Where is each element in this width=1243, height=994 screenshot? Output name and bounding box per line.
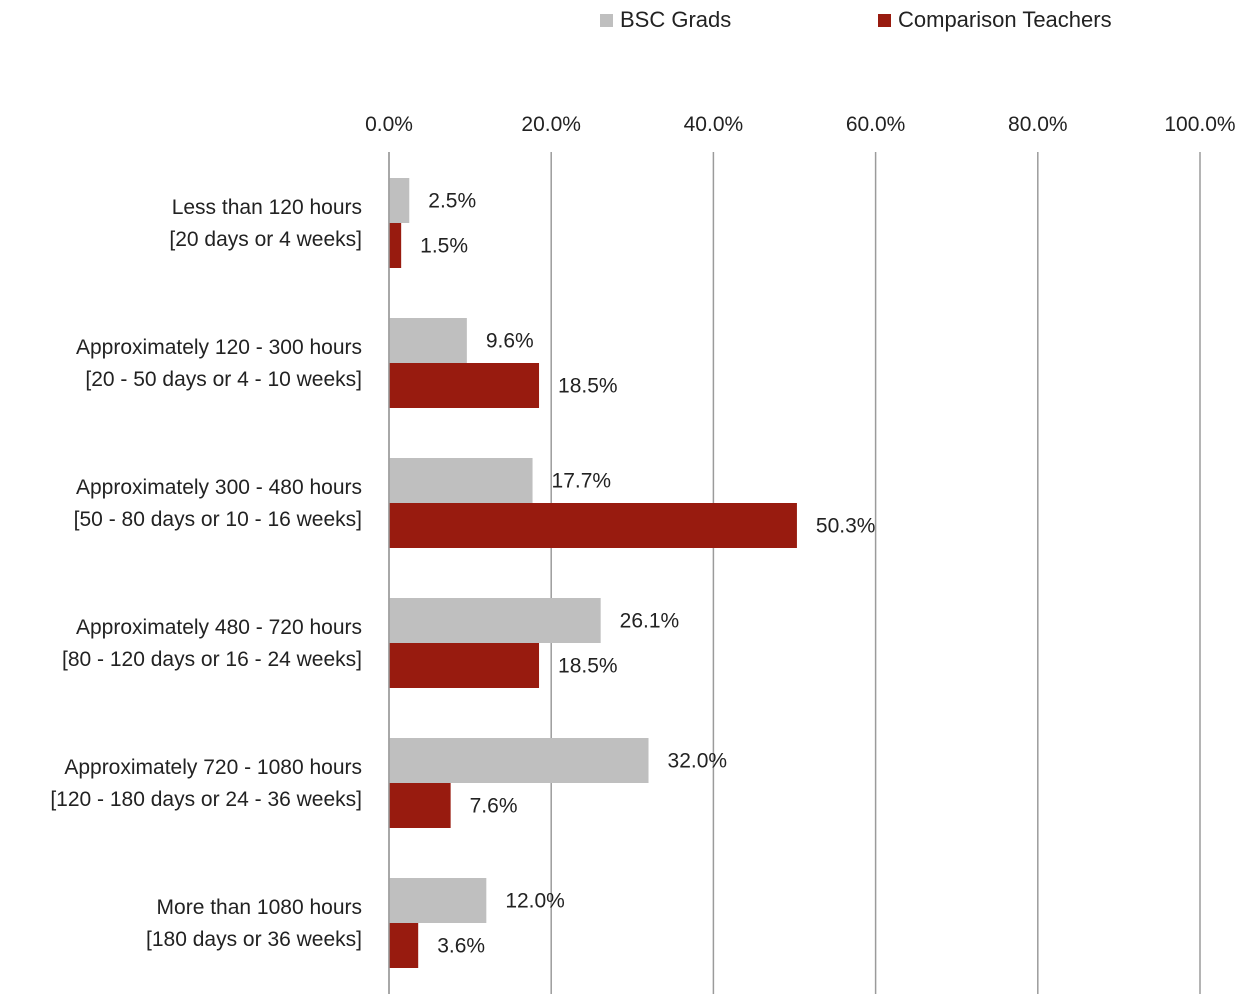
bar-comparison-teachers <box>389 923 419 968</box>
bar-bsc-grads <box>389 178 410 223</box>
x-tick-label: 100.0% <box>1164 113 1235 136</box>
data-label: 12.0% <box>505 890 565 913</box>
data-label: 50.3% <box>816 515 876 538</box>
legend-item-bsc-grads: BSC Grads <box>600 6 731 34</box>
bar-bsc-grads <box>389 318 467 363</box>
category-label: [20 days or 4 weeks] <box>169 228 362 251</box>
category-label: [120 - 180 days or 24 - 36 weeks] <box>50 788 362 811</box>
data-label: 18.5% <box>558 655 618 678</box>
legend-swatch-bsc <box>600 13 613 27</box>
category-label: Approximately 300 - 480 hours <box>76 476 362 499</box>
legend-label-bsc: BSC Grads <box>620 7 732 32</box>
category-label: More than 1080 hours <box>157 896 362 919</box>
data-label: 17.7% <box>552 470 612 493</box>
category-label: Less than 120 hours <box>172 196 362 219</box>
x-tick-label: 80.0% <box>1008 113 1068 136</box>
data-label: 3.6% <box>437 935 485 958</box>
category-label: [50 - 80 days or 10 - 16 weeks] <box>74 508 362 531</box>
x-tick-label: 0.0% <box>365 113 413 136</box>
legend-label-comparison: Comparison Teachers <box>898 7 1112 32</box>
data-label: 26.1% <box>620 610 680 633</box>
category-label: Approximately 120 - 300 hours <box>76 336 362 359</box>
category-label: [20 - 50 days or 4 - 10 weeks] <box>85 368 362 391</box>
category-label: [80 - 120 days or 16 - 24 weeks] <box>62 648 362 671</box>
legend-item-comparison-teachers: Comparison Teachers <box>878 6 1112 34</box>
bar-bsc-grads <box>389 598 601 643</box>
bar-comparison-teachers <box>389 643 540 688</box>
x-tick-label: 40.0% <box>684 113 744 136</box>
bar-comparison-teachers <box>389 783 451 828</box>
data-label: 7.6% <box>470 795 518 818</box>
bar-comparison-teachers <box>389 503 797 548</box>
data-label: 1.5% <box>420 235 468 258</box>
data-label: 18.5% <box>558 375 618 398</box>
bar-comparison-teachers <box>389 223 402 268</box>
x-tick-label: 20.0% <box>521 113 581 136</box>
bar-comparison-teachers <box>389 363 540 408</box>
x-tick-label: 60.0% <box>846 113 906 136</box>
bar-bsc-grads <box>389 878 487 923</box>
data-label: 32.0% <box>668 750 728 773</box>
bar-bsc-grads <box>389 458 533 503</box>
category-label: Approximately 720 - 1080 hours <box>64 756 362 779</box>
data-label: 9.6% <box>486 330 534 353</box>
bar-bsc-grads <box>389 738 649 783</box>
legend-swatch-comparison <box>878 13 891 27</box>
category-label: Approximately 480 - 720 hours <box>76 616 362 639</box>
category-label: [180 days or 36 weeks] <box>146 928 362 951</box>
data-label: 2.5% <box>428 190 476 213</box>
